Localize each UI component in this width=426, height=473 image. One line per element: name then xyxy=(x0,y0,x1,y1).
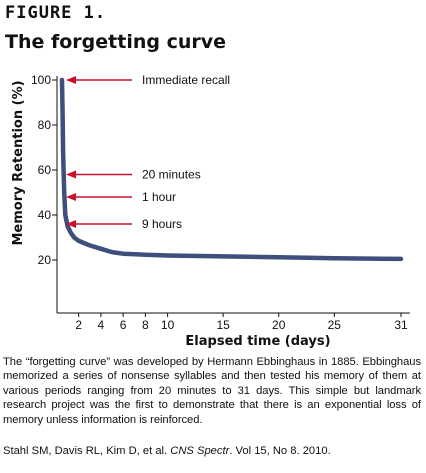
x-tick-label: 25 xyxy=(328,318,342,332)
citation-details: . Vol 15, No 8. 2010. xyxy=(229,445,331,457)
y-tick-label: 100 xyxy=(31,73,51,87)
annotation-arrow-head xyxy=(66,170,76,179)
caption: The “forgetting curve” was developed by … xyxy=(3,356,421,426)
annotation-label: 9 hours xyxy=(142,217,182,231)
y-tick-label: 60 xyxy=(38,163,52,177)
y-tick-label: 40 xyxy=(38,208,52,222)
x-tick-label: 8 xyxy=(142,318,149,332)
axes xyxy=(56,76,410,314)
y-tick-label: 20 xyxy=(38,253,52,267)
citation-journal: CNS Spectr xyxy=(170,445,230,457)
x-tick-label: 6 xyxy=(120,318,127,332)
x-tick-label: 4 xyxy=(98,318,105,332)
annotation-label: Immediate recall xyxy=(142,73,230,87)
annotation-arrow-head xyxy=(66,76,76,84)
y-axis-label: Memory Retention (%) xyxy=(11,80,26,245)
citation: Stahl SM, Davis RL, Kim D, et al. CNS Sp… xyxy=(3,445,331,457)
annotation-label: 1 hour xyxy=(142,190,176,204)
x-tick-label: 20 xyxy=(272,318,286,332)
annotation-arrow-head xyxy=(66,193,76,201)
y-tick-label: 80 xyxy=(38,118,52,132)
chart-title: The forgetting curve xyxy=(5,31,227,53)
annotations-group: Immediate recall 20 minutes 1 hour 9 hours xyxy=(66,73,230,231)
figure-label: FIGURE 1. xyxy=(5,3,107,23)
annotation-label: 20 minutes xyxy=(142,168,201,182)
x-tick-label: 10 xyxy=(161,318,175,332)
citation-authors: Stahl SM, Davis RL, Kim D, et al. xyxy=(3,445,171,457)
y-ticks: 20 40 60 80 100 xyxy=(31,73,57,267)
x-axis-label: Elapsed time (days) xyxy=(185,334,330,349)
forgetting-curve-chart: 20 40 60 80 100 2 4 6 8 10 15 20 25 31 Immediate rec… xyxy=(11,73,410,349)
forgetting-curve-line xyxy=(59,77,404,262)
series-group xyxy=(59,77,404,262)
x-tick-label: 15 xyxy=(216,318,230,332)
x-tick-label: 2 xyxy=(75,318,82,332)
x-tick-label: 31 xyxy=(394,318,408,332)
x-ticks: 2 4 6 8 10 15 20 25 31 xyxy=(75,313,408,332)
annotation-arrow-head xyxy=(66,220,76,228)
